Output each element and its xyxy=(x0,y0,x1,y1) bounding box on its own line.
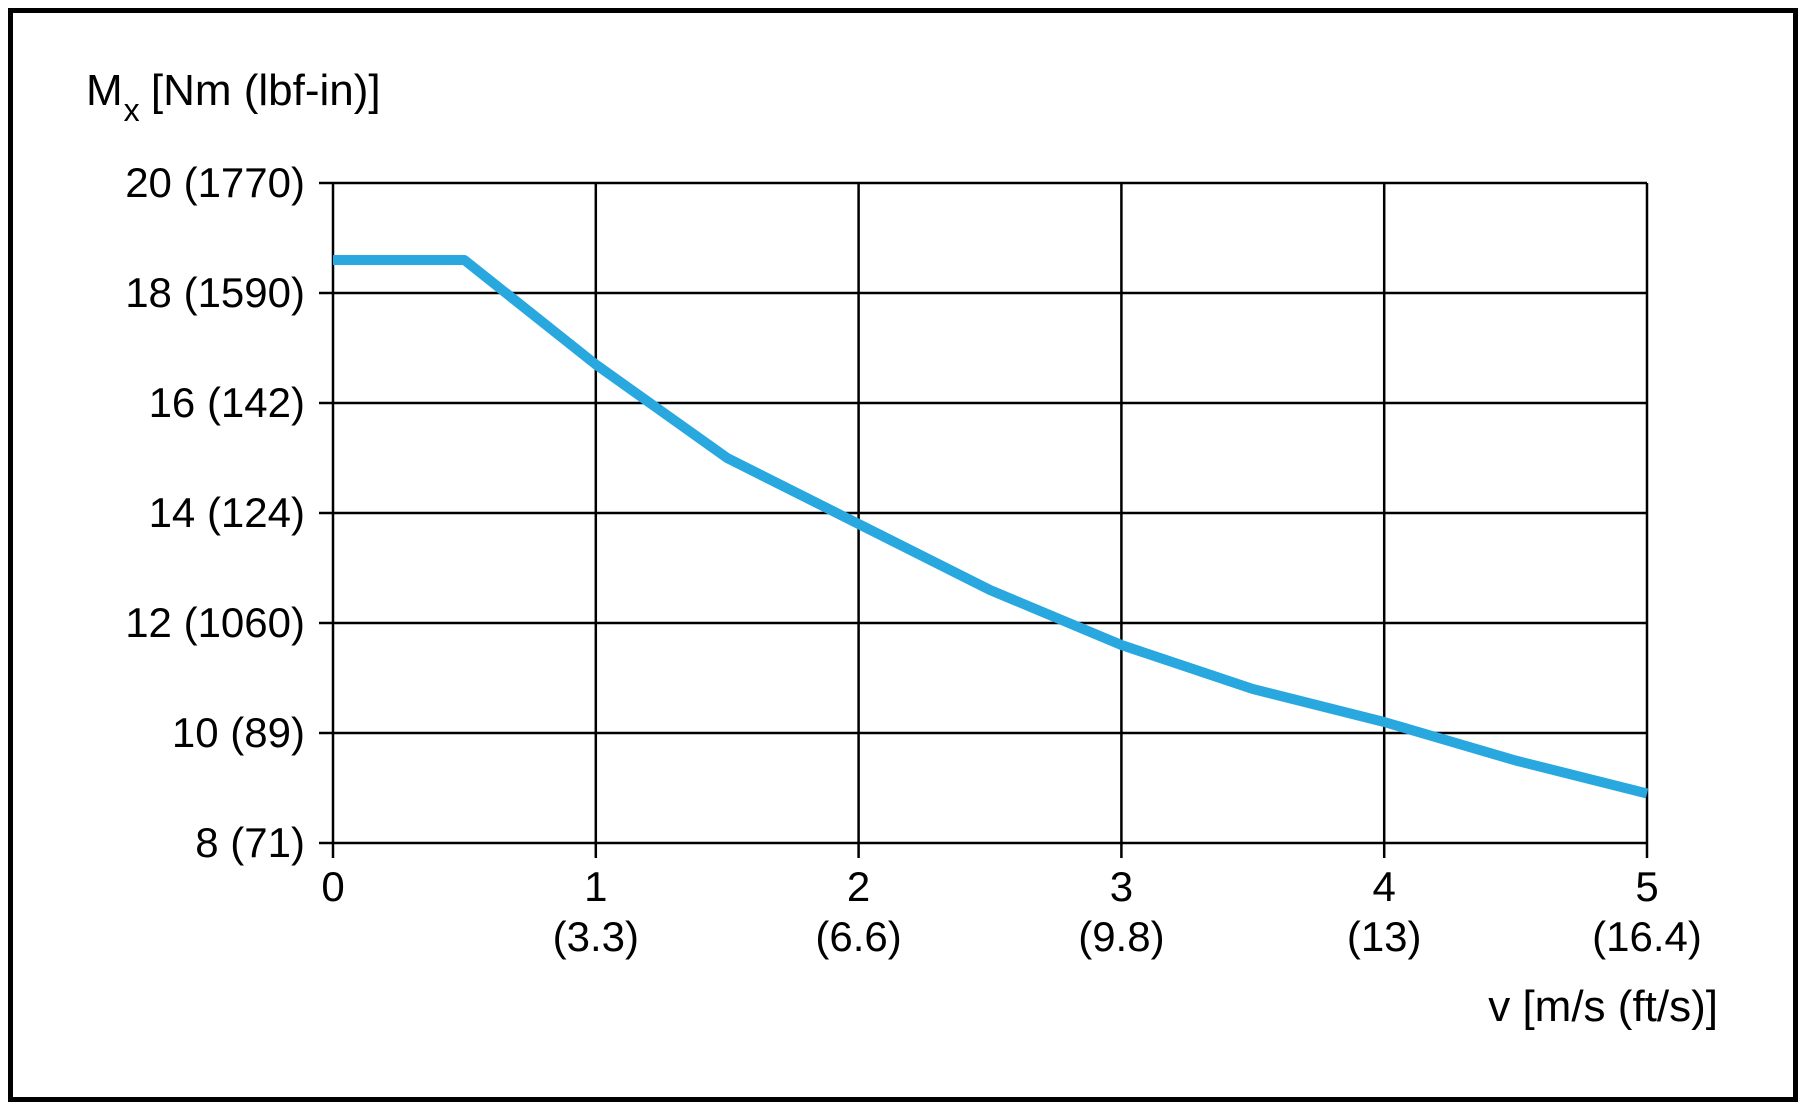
x-tick-label: 5 (16.4) xyxy=(1537,862,1757,962)
x-tick-value: 1 xyxy=(584,863,608,910)
y-tick-label: 8 (71) xyxy=(195,819,305,866)
x-tick-label: 3 (9.8) xyxy=(1011,862,1231,962)
x-tick-secondary-value: (3.3) xyxy=(552,913,639,960)
x-tick-value: 4 xyxy=(1372,863,1396,910)
x-tick-label: 1 (3.3) xyxy=(486,862,706,962)
x-tick-value: 2 xyxy=(846,863,871,910)
y-tick-label: 12 (1060) xyxy=(125,599,305,646)
x-tick-label: 0 xyxy=(223,862,443,912)
y-axis-title-main: M xyxy=(86,66,123,115)
x-tick-secondary-value: (9.8) xyxy=(1078,913,1165,960)
data-series-line xyxy=(333,255,1649,799)
x-tick-value: 3 xyxy=(1109,863,1134,910)
x-tick-value: 0 xyxy=(321,863,345,910)
x-tick-secondary-value: (16.4) xyxy=(1592,913,1702,960)
x-tick-value: 5 xyxy=(1635,863,1659,910)
y-tick-label: 10 (89) xyxy=(171,709,305,756)
y-tick-label: 16 (142) xyxy=(148,379,305,426)
chart-frame xyxy=(8,8,1798,1102)
x-tick-secondary-value: (13) xyxy=(1346,913,1422,960)
x-tick-label: 4 (13) xyxy=(1274,862,1494,962)
x-axis-title: v [m/s (ft/s)] xyxy=(1488,982,1718,1031)
y-tick-label: 14 (124) xyxy=(148,489,305,536)
y-tick-label: 18 (1590) xyxy=(125,269,305,316)
x-tick-secondary-value: (6.6) xyxy=(815,913,902,960)
y-axis-title-units: [Nm (lbf-in)] xyxy=(138,66,381,115)
y-axis-title-subscript: x xyxy=(123,91,140,128)
x-tick-label: 2 (6.6) xyxy=(749,862,969,962)
y-tick-label: 20 (1770) xyxy=(125,159,305,206)
y-axis-title: Mx [Nm (lbf-in)] xyxy=(86,66,381,128)
